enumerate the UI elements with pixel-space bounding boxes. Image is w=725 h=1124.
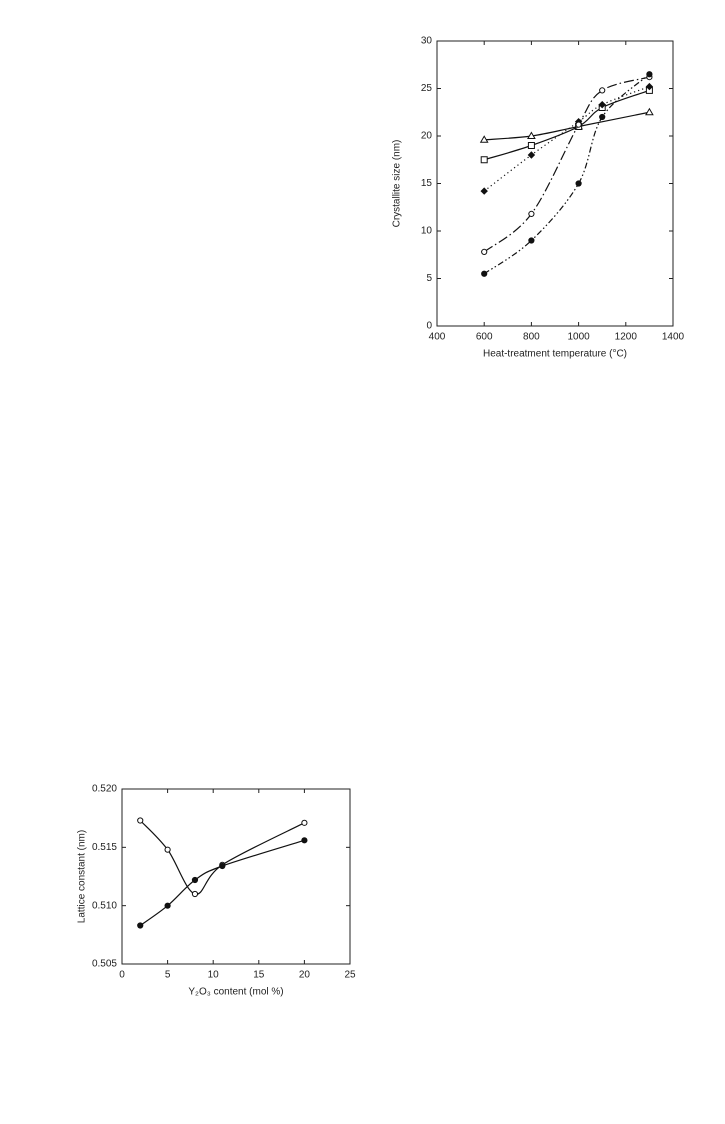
x-tick-label: 1200 <box>615 332 638 343</box>
x-tick-label: 800 <box>523 332 540 343</box>
x-tick-label: 400 <box>429 332 446 343</box>
marker <box>527 151 536 159</box>
y-tick-label: 5 <box>426 273 432 284</box>
marker <box>301 837 308 844</box>
x-tick-label: 0 <box>119 970 125 981</box>
marker <box>527 131 536 139</box>
series-line <box>484 89 650 161</box>
series-line <box>139 839 305 926</box>
marker <box>598 100 606 109</box>
y-tick-label: 0.505 <box>92 959 117 970</box>
y-tick-label: 0 <box>426 321 432 332</box>
marker <box>137 817 144 824</box>
marker <box>219 862 226 870</box>
x-tick-label: 10 <box>208 970 220 981</box>
marker <box>645 82 654 91</box>
marker <box>645 107 654 116</box>
y-tick-label: 15 <box>421 178 433 189</box>
marker <box>481 248 488 255</box>
marker <box>528 210 535 217</box>
x-tick-label: 20 <box>299 970 311 981</box>
marker <box>191 876 199 884</box>
x-tick-label: 1000 <box>567 332 590 343</box>
marker <box>479 135 489 143</box>
series-line <box>483 76 650 253</box>
series-line <box>484 111 650 141</box>
marker <box>599 87 606 94</box>
marker <box>191 890 199 898</box>
marker <box>164 902 171 909</box>
y-tick-label: 30 <box>421 36 433 47</box>
y-tick-label: 10 <box>421 226 433 237</box>
marker <box>599 113 606 121</box>
series-line <box>483 73 650 275</box>
x-tick-label: 1400 <box>662 332 685 343</box>
plot-frame <box>121 788 351 965</box>
y-tick-label: 20 <box>421 131 433 142</box>
marker <box>527 142 535 149</box>
marker <box>481 270 488 277</box>
marker <box>137 922 144 929</box>
marker <box>480 156 488 164</box>
y-tick-label: 25 <box>421 83 433 94</box>
marker <box>480 187 488 195</box>
series-line <box>139 820 305 895</box>
x-axis-label: Heat-treatment temperature (°C) <box>483 349 627 360</box>
marker <box>646 71 653 78</box>
y-axis-label: Crystallite size (nm) <box>392 140 403 228</box>
x-tick-label: 15 <box>253 970 265 981</box>
y-tick-label: 0.510 <box>92 900 117 911</box>
y-axis-label: Lattice constant (nm) <box>77 830 88 923</box>
series-line <box>483 86 650 192</box>
y-tick-label: 0.520 <box>92 784 117 795</box>
marker <box>575 180 582 187</box>
x-tick-label: 600 <box>476 332 493 343</box>
x-tick-label: 5 <box>165 970 171 981</box>
marker <box>164 846 171 853</box>
x-axis-label: Y₂O₃ content (mol %) <box>188 987 283 998</box>
marker <box>528 237 535 244</box>
y-tick-label: 0.515 <box>92 842 117 853</box>
x-tick-label: 25 <box>344 970 356 981</box>
marker <box>301 819 308 826</box>
marker <box>575 121 582 128</box>
